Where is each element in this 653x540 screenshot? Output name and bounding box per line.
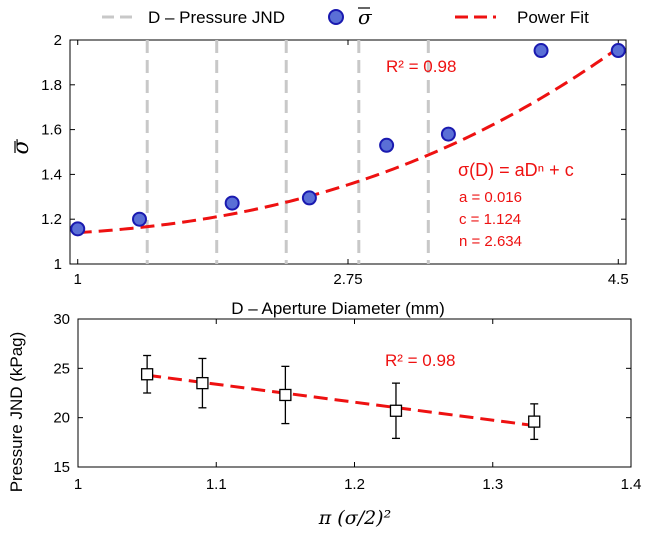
fit-param-c: c = 1.124: [459, 211, 521, 228]
x-tick-label: 4.5: [608, 271, 629, 288]
x-tick-label: 1.3: [482, 476, 503, 493]
x-tick-label: 1.1: [206, 476, 227, 493]
x-tick-label: 1: [74, 476, 82, 493]
y-tick-label: 20: [53, 410, 70, 427]
top-x-label: D – Aperture Diameter (mm): [231, 299, 445, 318]
bottom-ticks: 1 1.1 1.2 1.3 1.4 15 20 25 30: [53, 311, 641, 493]
top-r2: R² = 0.98: [386, 57, 456, 76]
y-tick-label: 30: [53, 311, 70, 328]
pressure-point: [279, 388, 292, 402]
legend: D – Pressure JND σ Power Fit: [102, 5, 589, 29]
pressure-point: [140, 368, 154, 381]
y-tick-label: 2: [54, 32, 62, 49]
power-fit-line: [77, 46, 620, 235]
bottom-x-label: π (σ/2)²: [318, 507, 391, 529]
top-ticks: 1 2.75 4.5 1 1.2 1.4 1.6 1.8 2: [41, 32, 629, 288]
y-tick-label: 1.8: [41, 77, 62, 94]
y-tick-label: 1: [54, 256, 62, 273]
sigma-point: [379, 137, 395, 153]
sigma-point: [70, 221, 86, 237]
top-plot-area: [69, 39, 627, 265]
bottom-y-label: Pressure JND (kPag): [7, 332, 26, 493]
sigma-point: [301, 190, 317, 206]
bottom-r2: R² = 0.98: [385, 351, 455, 370]
x-tick-label: 2.75: [333, 271, 362, 288]
sigma-point: [224, 195, 240, 211]
pressure-points: [140, 354, 541, 441]
x-tick-label: 1.2: [344, 476, 365, 493]
top-y-label: σ: [9, 139, 34, 155]
fit-param-a: a = 0.016: [459, 189, 522, 206]
fit-equation: σ(D) = aDⁿ + c: [458, 160, 574, 180]
pressure-point: [528, 415, 541, 428]
x-tick-label: 1.4: [621, 476, 642, 493]
sigma-point: [610, 43, 626, 59]
pressure-point: [196, 376, 209, 390]
bottom-chart: 1 1.1 1.2 1.3 1.4 15 20 25 30 π (σ/2)² Pressure …: [7, 311, 641, 529]
sigma-point: [132, 211, 147, 227]
y-tick-label: 25: [53, 360, 70, 377]
fit-param-n: n = 2.634: [459, 233, 522, 250]
legend-fit-label: Power Fit: [517, 8, 589, 27]
y-tick-label: 1.4: [41, 166, 62, 183]
y-tick-label: 1.6: [41, 122, 62, 139]
sigma-point: [440, 126, 456, 142]
pressure-fit-line: [146, 373, 535, 428]
legend-jnd-label: D – Pressure JND: [148, 8, 285, 27]
legend-sigma-label: σ: [358, 5, 373, 29]
x-tick-label: 1: [74, 271, 82, 288]
sigma-points: [70, 43, 626, 237]
sigma-point: [533, 43, 549, 59]
y-tick-label: 1.2: [41, 211, 62, 228]
top-chart: 1 2.75 4.5 1 1.2 1.4 1.6 1.8 2 D – Aperture Diam…: [9, 32, 629, 318]
pressure-point: [389, 404, 403, 417]
y-tick-label: 15: [53, 459, 70, 476]
legend-sigma-marker: [328, 9, 344, 25]
bottom-plot-area: [77, 318, 632, 468]
